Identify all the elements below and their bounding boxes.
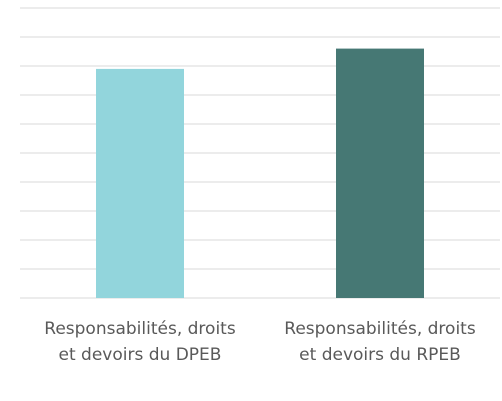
x-tick-label: Responsabilités, droits et devoirs du RP…: [284, 319, 476, 365]
bar: [336, 48, 424, 298]
x-tick-label: Responsabilités, droits et devoirs du DP…: [44, 319, 236, 365]
plot: [20, 7, 500, 299]
bar: [96, 68, 184, 299]
